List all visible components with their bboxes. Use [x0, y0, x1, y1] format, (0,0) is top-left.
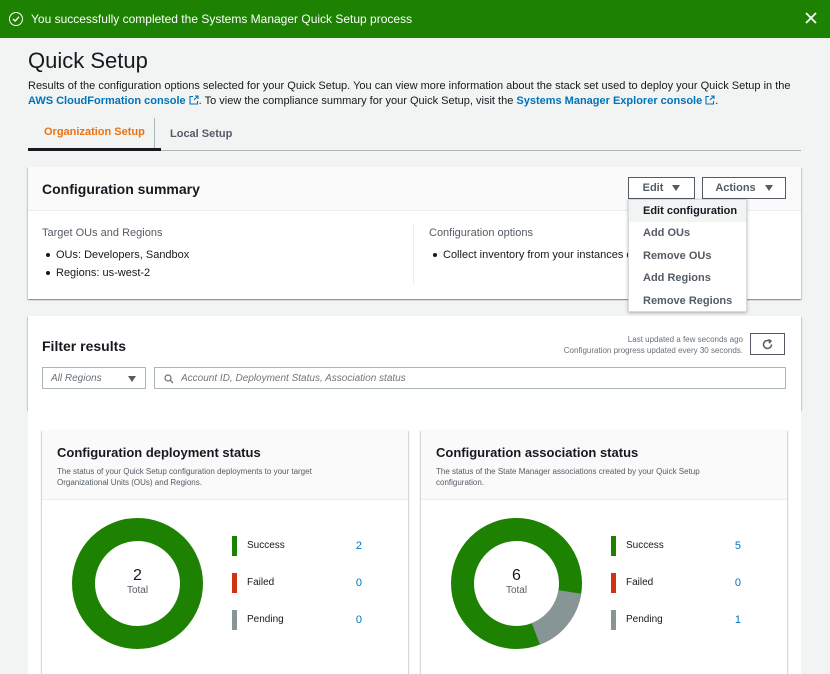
- tab-divider: [154, 118, 155, 148]
- edit-button-label: Edit: [642, 182, 664, 194]
- deployment-total-number: 2: [133, 567, 142, 584]
- legend-failed: Failed 0: [232, 573, 362, 593]
- progress-note-text: Configuration progress updated every 30 …: [563, 346, 743, 355]
- caret-down-icon: [672, 185, 681, 191]
- target-ous: OUs: Developers, Sandbox: [42, 246, 189, 264]
- association-total-label: Total: [505, 585, 528, 596]
- tab-organization-setup[interactable]: Organization Setup: [28, 116, 161, 151]
- actions-button-label: Actions: [715, 182, 756, 194]
- options-list: Collect inventory from your instances e: [429, 246, 633, 264]
- intro-text-1: Results of the configuration options sel…: [28, 80, 791, 92]
- association-total-number: 6: [512, 567, 521, 584]
- legend-pending: Pending 1: [611, 610, 741, 630]
- intro-text-2: . To view the compliance summary for you…: [198, 95, 517, 107]
- region-select[interactable]: All Regions: [42, 367, 146, 389]
- failed-swatch: [232, 573, 237, 593]
- edit-dropdown-menu: Edit configuration Add OUs Remove OUs Ad…: [628, 199, 747, 312]
- deployment-panel-header: Configuration deployment status The stat…: [42, 430, 408, 500]
- success-check-icon: [9, 12, 23, 26]
- external-link-icon: [705, 95, 715, 105]
- deployment-status-panel: Configuration deployment status The stat…: [42, 430, 408, 674]
- targets-list: OUs: Developers, Sandbox Regions: us-wes…: [42, 246, 189, 282]
- edit-button[interactable]: Edit: [628, 177, 695, 199]
- legend-failed-label: Failed: [247, 577, 275, 588]
- legend-failed: Failed 0: [611, 573, 741, 593]
- legend-pending: Pending 0: [232, 610, 362, 630]
- targets-label: Target OUs and Regions: [42, 227, 163, 239]
- options-label: Configuration options: [429, 227, 533, 239]
- failed-swatch: [611, 573, 616, 593]
- legend-failed-count[interactable]: 0: [355, 577, 362, 589]
- association-description: The status of the State Manager associat…: [436, 467, 700, 487]
- search-input[interactable]: [181, 372, 771, 384]
- pending-swatch: [232, 610, 237, 630]
- page-intro: Results of the configuration options sel…: [28, 79, 808, 109]
- deployment-total-label: Total: [126, 585, 149, 596]
- menu-item-remove-regions[interactable]: Remove Regions: [643, 294, 733, 307]
- association-success-ring: [451, 518, 582, 649]
- menu-item-add-ous[interactable]: Add OUs: [643, 227, 691, 240]
- legend-success-count[interactable]: 2: [355, 540, 362, 552]
- last-updated-text: Last updated a few seconds ago: [627, 335, 743, 344]
- association-title: Configuration association status: [436, 445, 639, 460]
- cloudformation-link-label: AWS CloudFormation console: [28, 95, 186, 107]
- caret-down-icon: [764, 185, 773, 191]
- deployment-donut-chart: [72, 518, 203, 649]
- filter-title: Filter results: [42, 338, 127, 354]
- column-divider: [413, 223, 414, 285]
- target-regions: Regions: us-west-2: [42, 264, 189, 282]
- cloudformation-console-link[interactable]: AWS CloudFormation console: [28, 95, 199, 107]
- search-field[interactable]: [154, 367, 786, 389]
- close-icon[interactable]: [804, 11, 818, 25]
- legend-pending-count[interactable]: 0: [355, 614, 362, 626]
- deployment-success-ring: [72, 518, 203, 649]
- flash-message: You successfully completed the Systems M…: [31, 12, 413, 26]
- association-total: 6 Total: [451, 567, 582, 597]
- tab-local-setup[interactable]: Local Setup: [170, 127, 233, 140]
- legend-success-label: Success: [626, 540, 664, 551]
- legend-success-count[interactable]: 5: [734, 540, 741, 552]
- deployment-title: Configuration deployment status: [57, 445, 261, 460]
- actions-button[interactable]: Actions: [702, 177, 786, 199]
- legend-success: Success 5: [611, 536, 741, 556]
- association-donut-chart: [451, 518, 582, 649]
- setup-tabs: Organization Setup Local Setup: [28, 116, 801, 151]
- filter-results-card: Filter results Last updated a few second…: [28, 316, 801, 410]
- association-panel-header: Configuration association status The sta…: [421, 430, 787, 500]
- menu-item-remove-ous[interactable]: Remove OUs: [643, 249, 712, 262]
- legend-success: Success 2: [232, 536, 362, 556]
- deployment-total: 2 Total: [72, 567, 203, 597]
- legend-pending-count[interactable]: 1: [734, 614, 741, 626]
- menu-item-edit-configuration[interactable]: Edit configuration: [629, 200, 746, 223]
- search-icon: [164, 374, 174, 384]
- summary-title: Configuration summary: [42, 181, 200, 197]
- legend-pending-label: Pending: [247, 614, 284, 625]
- success-flash-bar: You successfully completed the Systems M…: [0, 0, 830, 38]
- region-select-value: All Regions: [51, 372, 102, 384]
- refresh-button[interactable]: [750, 333, 785, 355]
- page-title: Quick Setup: [28, 48, 148, 73]
- intro-text-3: .: [715, 95, 719, 107]
- legend-failed-label: Failed: [626, 577, 654, 588]
- explorer-link-label: Systems Manager Explorer console: [516, 95, 703, 107]
- association-pending-arc: [531, 589, 582, 645]
- pending-swatch: [611, 610, 616, 630]
- deployment-description: The status of your Quick Setup configura…: [57, 467, 312, 487]
- external-link-icon: [189, 95, 199, 105]
- refresh-icon: [762, 338, 773, 349]
- legend-pending-label: Pending: [626, 614, 663, 625]
- caret-down-icon: [128, 376, 136, 382]
- success-swatch: [232, 536, 237, 556]
- menu-item-add-regions[interactable]: Add Regions: [643, 272, 711, 285]
- option-inventory: Collect inventory from your instances e: [429, 246, 633, 264]
- success-swatch: [611, 536, 616, 556]
- association-status-panel: Configuration association status The sta…: [421, 430, 787, 674]
- legend-success-label: Success: [247, 540, 285, 551]
- explorer-console-link[interactable]: Systems Manager Explorer console: [516, 95, 715, 107]
- update-info: Last updated a few seconds ago Configura…: [564, 334, 743, 356]
- legend-failed-count[interactable]: 0: [734, 577, 741, 589]
